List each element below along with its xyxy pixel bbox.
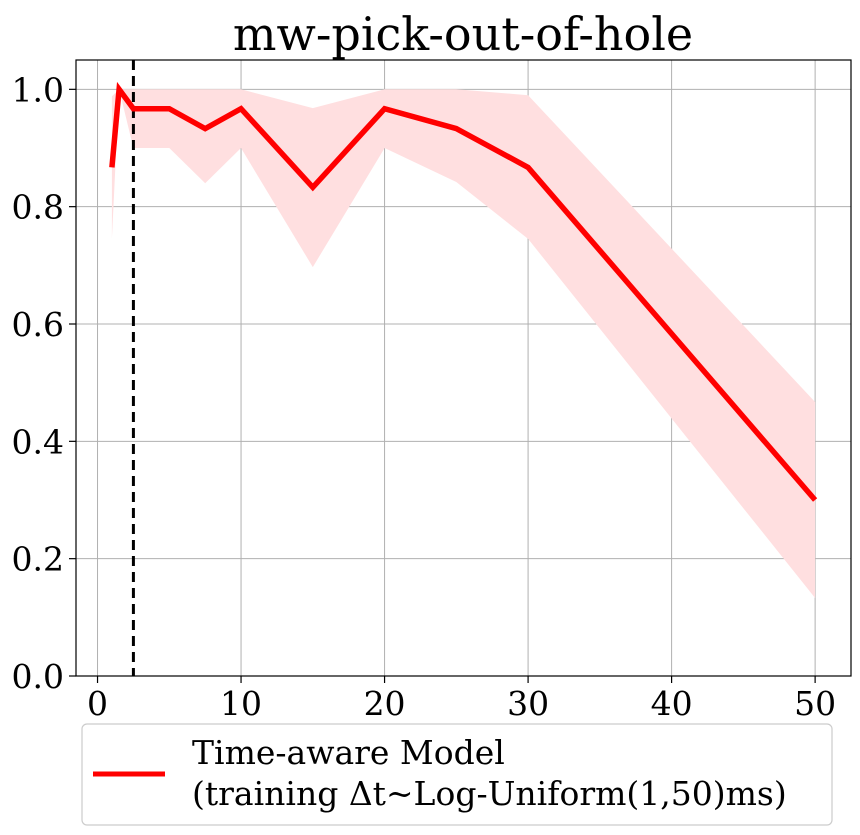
y-tick-label: 0.8 [12, 188, 64, 227]
legend-frame [81, 723, 833, 826]
y-tick-label: 1.0 [12, 70, 64, 109]
legend: Time-aware Model (training Δt~Log-Unifor… [81, 723, 833, 826]
x-tick-label: 20 [364, 684, 406, 723]
x-tick-label: 50 [794, 684, 836, 723]
y-tick-label: 0.0 [12, 657, 64, 696]
y-tick-label: 0.2 [12, 540, 64, 579]
x-tick-label: 10 [220, 684, 262, 723]
y-tick-label: 0.6 [12, 305, 64, 344]
x-axis: 0 10 20 30 40 50 [87, 676, 836, 723]
series-line [109, 81, 818, 502]
legend-label-line2: (training Δt~Log-Uniform(1,50)ms) [192, 774, 787, 813]
plot-area [75, 59, 852, 677]
legend-label-line1: Time-aware Model [192, 733, 505, 772]
x-tick-label: 30 [507, 684, 549, 723]
x-tick-label: 40 [651, 684, 693, 723]
y-axis: 0.0 0.2 0.4 0.6 0.8 1.0 [12, 70, 76, 696]
confidence-band [111, 89, 816, 599]
chart-title: mw-pick-out-of-hole [233, 7, 693, 61]
x-tick-label: 0 [87, 684, 108, 723]
y-tick-label: 0.4 [12, 422, 64, 461]
